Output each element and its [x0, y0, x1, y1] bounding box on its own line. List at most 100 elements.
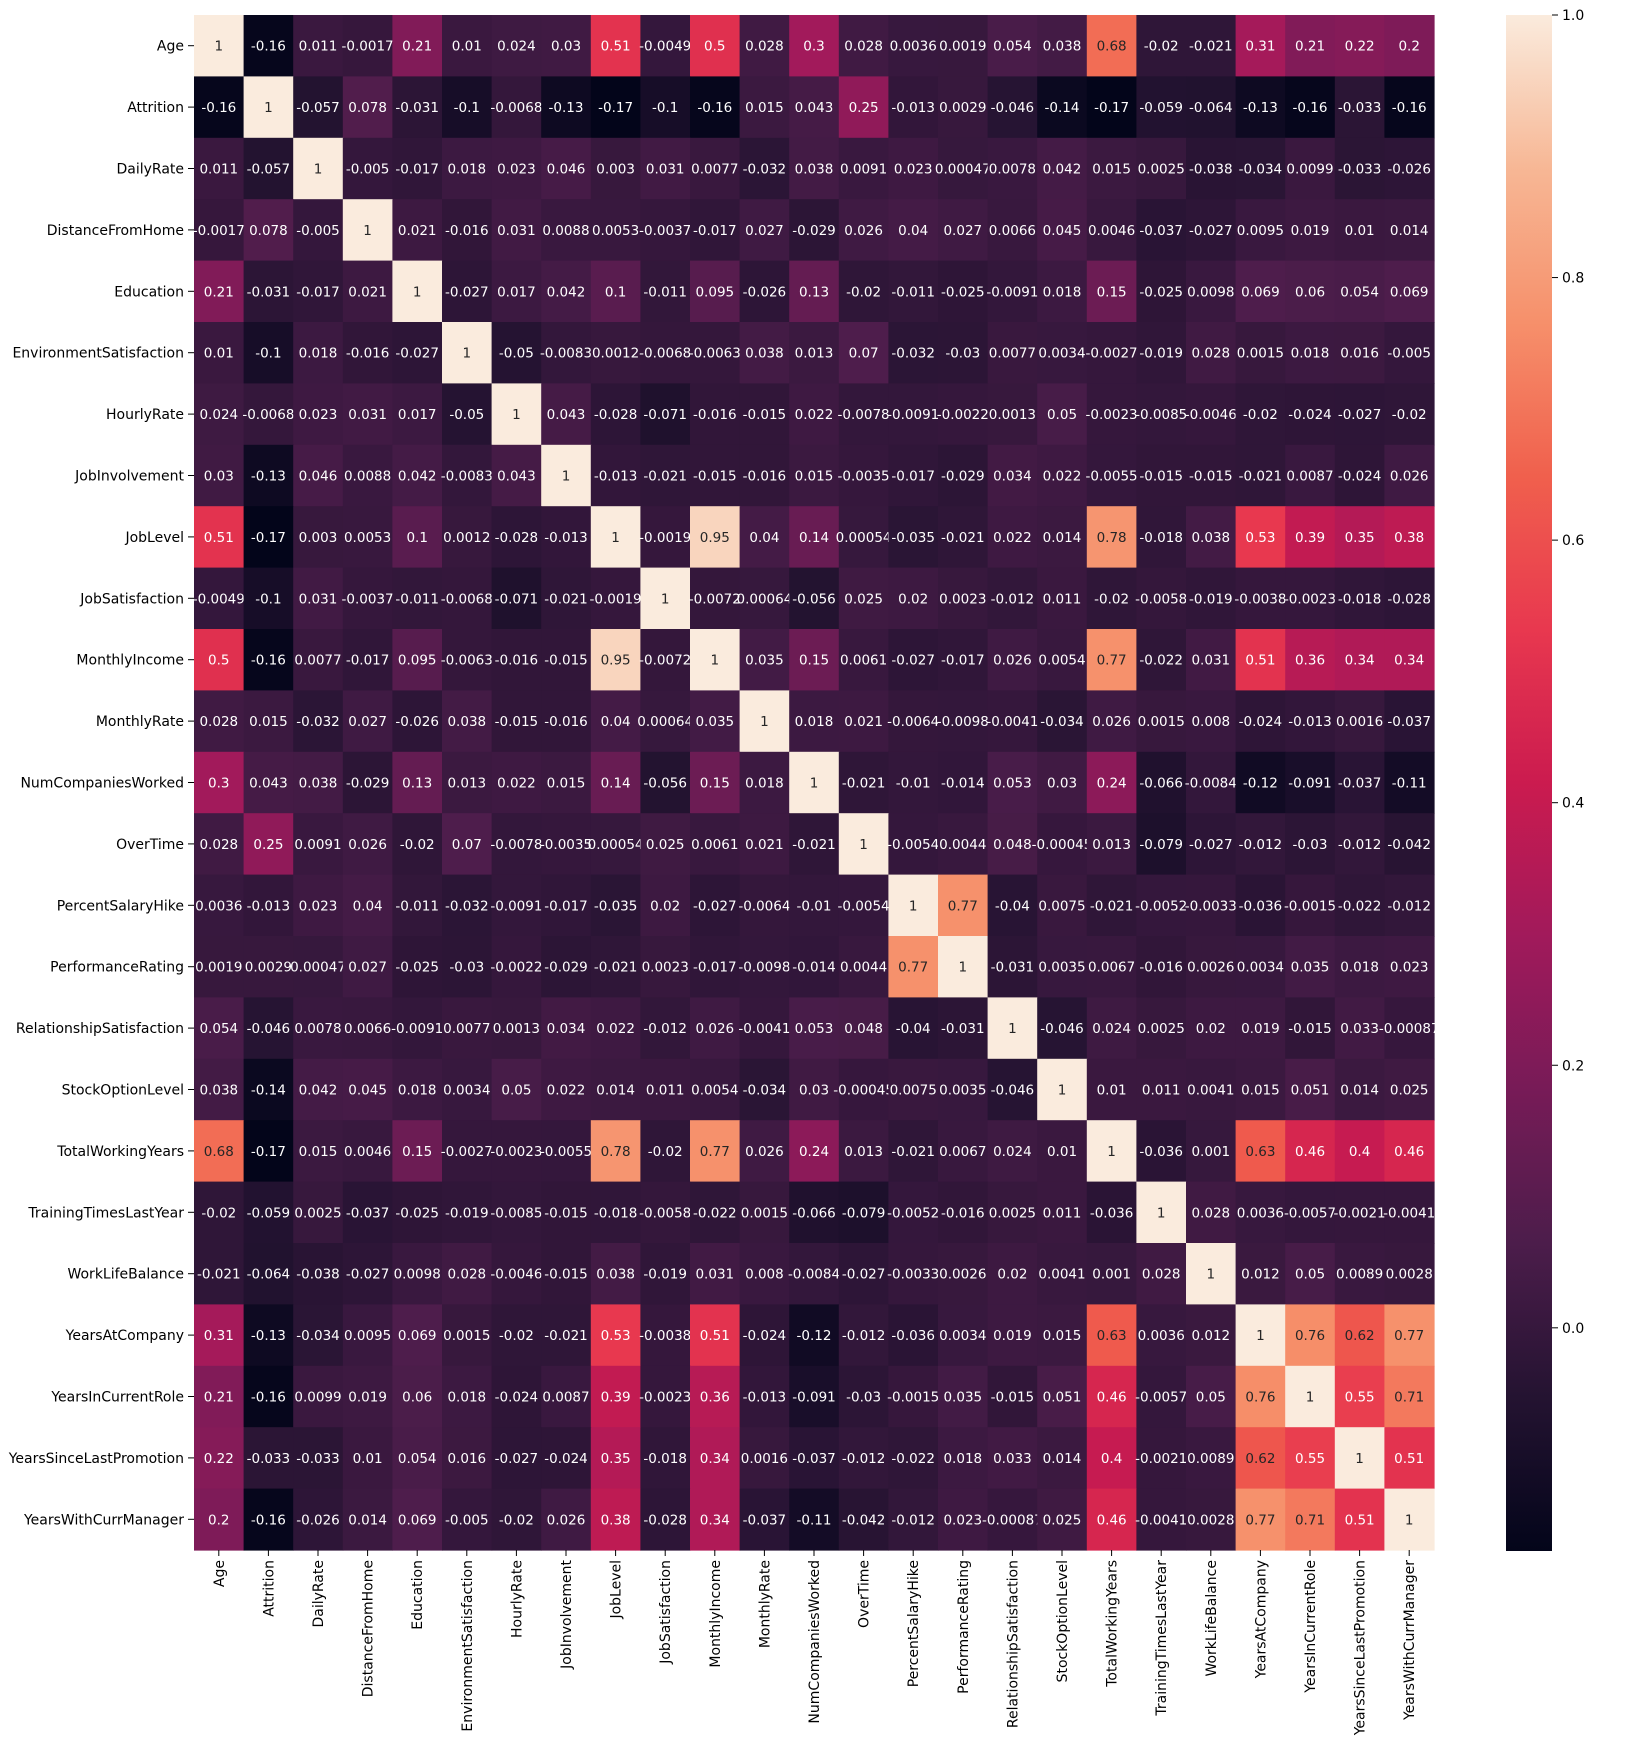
heatmap-cell-OverTime-TotalWorkingYears: [1086, 813, 1137, 876]
cell-value-label: -0.033: [247, 1451, 291, 1467]
heatmap-cell-Attrition-YearsSinceLastPromotion: [1334, 76, 1385, 139]
heatmap-cell-Attrition-JobLevel: [590, 76, 641, 139]
heatmap-cell-RelationshipSatisfaction-JobLevel: [590, 997, 641, 1060]
heatmap-cell-JobSatisfaction-TrainingTimesLastYear: [1136, 567, 1187, 630]
cell-value-label: 1: [463, 346, 472, 362]
heatmap-cell-HourlyRate-PerformanceRating: [938, 383, 989, 446]
heatmap-cell-HourlyRate-NumCompaniesWorked: [789, 383, 840, 446]
row-label-WorkLifeBalance: WorkLifeBalance: [67, 1267, 184, 1283]
cell-value-label: 0.0054: [1038, 653, 1085, 669]
cell-value-label: 0.026: [348, 837, 387, 853]
heatmap-cell-YearsSinceLastPromotion-DailyRate: [293, 1427, 344, 1490]
heatmap-cell-PerformanceRating-TotalWorkingYears: [1086, 936, 1137, 998]
heatmap-cell-YearsAtCompany-TotalWorkingYears: [1086, 1304, 1137, 1367]
heatmap-cell-TrainingTimesLastYear-YearsInCurrentRole: [1285, 1181, 1336, 1244]
heatmap-cell-Age-NumCompaniesWorked: [789, 15, 840, 77]
heatmap-cell-NumCompaniesWorked-StockOptionLevel: [1037, 751, 1088, 814]
heatmap-cell-PercentSalaryHike-YearsWithCurrManager: [1384, 874, 1435, 937]
cell-value-label: -0.021: [544, 591, 588, 607]
heatmap-cell-TotalWorkingYears-Attrition: [243, 1120, 294, 1183]
cell-value-label: 0.021: [844, 714, 883, 730]
heatmap-cell-OverTime-PercentSalaryHike: [888, 813, 939, 876]
cell-value-label: 0.0077: [443, 1021, 490, 1037]
cell-value-label: -0.0037: [639, 223, 691, 239]
cell-value-label: -0.021: [594, 960, 638, 976]
heatmap-cell-MonthlyRate-Education: [392, 690, 443, 753]
cell-value-label: 0.77: [948, 898, 978, 914]
colorbar-tick-label: 0.6: [1562, 533, 1584, 549]
cell-value-label: 0.0016: [741, 1451, 788, 1467]
cell-value-label: 0.63: [1245, 1144, 1275, 1160]
heatmap-cell-JobLevel-YearsAtCompany: [1235, 506, 1286, 569]
heatmap-cell-RelationshipSatisfaction-TotalWorkingYears: [1086, 997, 1137, 1060]
heatmap-cell-JobInvolvement-TotalWorkingYears: [1086, 444, 1137, 507]
heatmap-cell-HourlyRate-YearsWithCurrManager: [1384, 383, 1435, 446]
heatmap-cell-TrainingTimesLastYear-Education: [392, 1181, 443, 1244]
heatmap-cell-YearsInCurrentRole-JobSatisfaction: [640, 1365, 691, 1428]
heatmap-cell-YearsInCurrentRole-DailyRate: [293, 1365, 344, 1428]
cell-value-label: 0.018: [398, 1083, 437, 1099]
cell-value-label: 0.026: [844, 223, 883, 239]
cell-value-label: 0.95: [601, 653, 631, 669]
heatmap-cell-MonthlyIncome-Education: [392, 629, 443, 691]
cell-value-label: 1: [661, 591, 670, 607]
heatmap-cell-YearsSinceLastPromotion-MonthlyRate: [739, 1427, 790, 1490]
heatmap-cell-NumCompaniesWorked-JobSatisfaction: [640, 751, 691, 814]
heatmap-cell-TrainingTimesLastYear-JobSatisfaction: [640, 1181, 691, 1244]
heatmap-cell-NumCompaniesWorked-Attrition: [243, 751, 294, 814]
cell-value-label: -0.021: [1090, 898, 1134, 914]
cell-value-label: -0.0055: [540, 1144, 592, 1160]
heatmap-cell-Attrition-YearsInCurrentRole: [1285, 76, 1336, 139]
cell-value-label: 0.026: [993, 653, 1032, 669]
heatmap-cell-YearsAtCompany-RelationshipSatisfaction: [987, 1304, 1038, 1367]
heatmap-cell-YearsInCurrentRole-OverTime: [838, 1365, 889, 1428]
heatmap-cell-JobSatisfaction-TotalWorkingYears: [1086, 567, 1137, 630]
heatmap-cell-DistanceFromHome-RelationshipSatisfaction: [987, 199, 1038, 262]
heatmap-cell-WorkLifeBalance-RelationshipSatisfaction: [987, 1243, 1038, 1305]
cell-value-label: 0.069: [1390, 284, 1429, 300]
cell-value-label: 0.35: [601, 1451, 631, 1467]
cell-value-label: -0.0046: [1185, 407, 1237, 423]
heatmap-cell-DistanceFromHome-EnvironmentSatisfaction: [442, 199, 493, 262]
cell-value-label: 0.0089: [1187, 1451, 1234, 1467]
cell-value-label: 1: [859, 837, 868, 853]
cell-value-label: 0.054: [993, 39, 1032, 55]
cell-value-label: 0.045: [348, 1083, 387, 1099]
cell-value-label: -0.027: [445, 284, 489, 300]
cell-value-label: -0.026: [743, 284, 787, 300]
cell-value-label: -0.025: [1139, 284, 1183, 300]
cell-value-label: 0.021: [745, 837, 784, 853]
colorbar: 0.0 0.2 0.4 0.6 0.8 1.0: [1506, 8, 1584, 1551]
column-label-Attrition: Attrition: [261, 1560, 277, 1617]
heatmap-cell-EnvironmentSatisfaction-Attrition: [243, 322, 294, 384]
cell-value-label: -0.16: [251, 653, 286, 669]
cell-value-label: -0.011: [395, 591, 439, 607]
heatmap-cell-PerformanceRating-WorkLifeBalance: [1186, 936, 1237, 998]
heatmap-cell-MonthlyIncome-WorkLifeBalance: [1186, 629, 1237, 691]
heatmap-cell-NumCompaniesWorked-OverTime: [838, 751, 889, 814]
heatmap-cell-JobInvolvement-PercentSalaryHike: [888, 444, 939, 507]
heatmap-cell-JobInvolvement-MonthlyRate: [739, 444, 790, 507]
heatmap-cell-JobInvolvement-EnvironmentSatisfaction: [442, 444, 493, 507]
heatmap-cell-StockOptionLevel-MonthlyRate: [739, 1058, 790, 1121]
heatmap-cell-EnvironmentSatisfaction-MonthlyRate: [739, 322, 790, 384]
heatmap-cell-RelationshipSatisfaction-WorkLifeBalance: [1186, 997, 1237, 1060]
cell-value-label: -0.13: [549, 100, 584, 116]
cell-value-label: -0.0058: [639, 1205, 691, 1221]
cell-value-label: 0.022: [547, 1083, 586, 1099]
column-label-StockOptionLevel: StockOptionLevel: [1055, 1560, 1071, 1682]
heatmap-cell-Attrition-YearsWithCurrManager: [1384, 76, 1435, 139]
cell-value-label: 0.025: [844, 591, 883, 607]
heatmap-cell-JobInvolvement-YearsWithCurrManager: [1384, 444, 1435, 507]
cell-value-label: 0.0028: [1187, 1512, 1234, 1528]
row-label-StockOptionLevel: StockOptionLevel: [62, 1083, 184, 1099]
heatmap-cell-HourlyRate-EnvironmentSatisfaction: [442, 383, 493, 446]
cell-value-label: 0.0034: [939, 1328, 986, 1344]
row-label-YearsInCurrentRole: YearsInCurrentRole: [50, 1390, 184, 1406]
cell-value-label: 0.21: [204, 284, 234, 300]
heatmap-cell-HourlyRate-RelationshipSatisfaction: [987, 383, 1038, 446]
heatmap-cell-Age-TotalWorkingYears: [1086, 15, 1137, 77]
heatmap-cell-DistanceFromHome-Education: [392, 199, 443, 262]
cell-value-label: 0.36: [1295, 653, 1325, 669]
heatmap-cell-Education-MonthlyIncome: [690, 260, 741, 323]
